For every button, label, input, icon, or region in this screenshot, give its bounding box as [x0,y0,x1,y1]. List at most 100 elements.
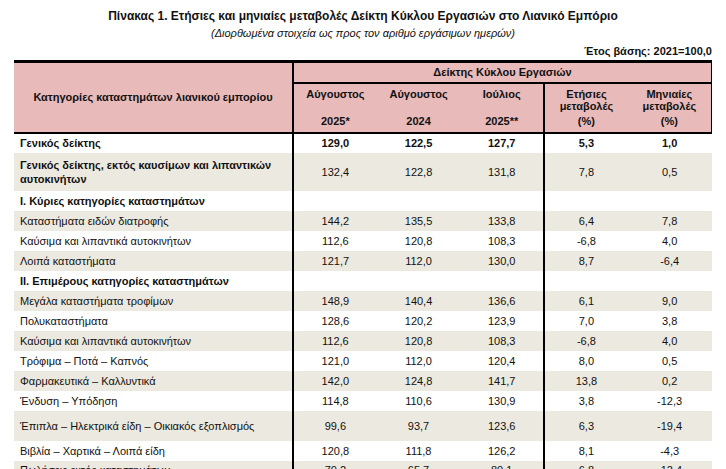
row-value: 0,2 [628,371,712,391]
row-value: 111,8 [377,441,461,461]
row-value: 140,4 [377,291,461,311]
row-value: 124,8 [377,371,461,391]
row-value [460,191,544,211]
row-value: 148,9 [293,291,377,311]
row-value: 130,0 [460,251,544,271]
table-row: Πολυκαταστήματα128,6120,2123,97,03,8 [14,311,712,331]
row-value: 8,0 [544,351,628,371]
column-header-july-2025: Ιούλιος 2025** [460,83,544,133]
row-value: 120,8 [293,441,377,461]
column-header-line2: 2025** [462,115,541,127]
section-row: ΙΙ. Επιμέρους κατηγορίες καταστημάτων [14,271,712,291]
table-row: Ένδυση – Υπόδηση114,8110,6130,93,8-12,3 [14,391,712,411]
row-value [293,271,377,291]
row-label: Ένδυση – Υπόδηση [14,391,293,411]
table-row: Πωλήσεις εκτός καταστημάτων70,265,780,16… [14,461,712,469]
column-header-line1: Αύγουστος [379,88,459,101]
column-header-line2: (%) [547,115,626,127]
page-subtitle: (Διορθωμένα στοιχεία ως προς τον αριθμό … [0,23,726,39]
row-value: 122,8 [377,153,461,192]
row-value: 8,1 [544,441,628,461]
row-value: -4,3 [628,441,712,461]
table-row: Μεγάλα καταστήματα τροφίμων148,9140,4136… [14,291,712,311]
row-value: 0,5 [628,153,712,192]
row-value [544,271,628,291]
table-row: Καύσιμα και λιπαντικά αυτοκινήτων112,612… [14,231,712,251]
row-value: 0,5 [628,351,712,371]
row-value: -6,8 [544,331,628,351]
table-row: Φαρμακευτικά – Καλλυντικά142,0124,8141,7… [14,371,712,391]
row-value: 99,6 [293,411,377,441]
row-value: 114,8 [293,391,377,411]
row-value [293,191,377,211]
row-value: 121,7 [293,251,377,271]
row-label: Ι. Κύριες κατηγορίες καταστημάτων [14,191,293,211]
row-value: 108,3 [460,331,544,351]
row-value: 136,6 [460,291,544,311]
column-header-line1: Μηνιαίες μεταβολές [630,88,709,113]
table-row: Τρόφιμα – Ποτά – Καπνός121,0112,0120,48,… [14,351,712,371]
row-value: 93,7 [377,411,461,441]
row-value: 5,3 [544,133,628,153]
row-value: 112,0 [377,351,461,371]
row-value: 65,7 [377,461,461,469]
row-value: -12,3 [628,391,712,411]
row-value: 3,8 [628,311,712,331]
row-value: 128,6 [293,311,377,331]
row-value: 112,6 [293,231,377,251]
row-value: 129,0 [293,133,377,153]
column-header-line1: Ετήσιες μεταβολές [547,88,626,113]
column-header-line2: 2025* [296,115,375,127]
row-value [628,191,712,211]
row-value: 126,2 [460,441,544,461]
row-value: 133,8 [460,211,544,231]
row-value: 120,8 [377,331,461,351]
row-value [460,271,544,291]
row-value: 70,2 [293,461,377,469]
row-value: 13,8 [544,371,628,391]
row-value: 120,8 [377,231,461,251]
row-value: 132,4 [293,153,377,192]
row-label: Λοιπά καταστήματα [14,251,293,271]
table-row: Καταστήματα ειδών διατροφής144,2135,5133… [14,211,712,231]
column-group-header: Δείκτης Κύκλου Εργασιών [293,62,712,83]
row-value [628,271,712,291]
table-row: Έπιπλα – Ηλεκτρικά είδη – Οικιακός εξοπλ… [14,411,712,441]
row-label: Γενικός δείκτης [14,133,293,153]
row-value: 112,6 [293,331,377,351]
row-label: Πολυκαταστήματα [14,311,293,331]
row-label: Καταστήματα ειδών διατροφής [14,211,293,231]
row-label: Έπιπλα – Ηλεκτρικά είδη – Οικιακός εξοπλ… [14,411,293,441]
column-header-categories: Κατηγορίες καταστημάτων λιανικού εμπορίο… [14,62,293,133]
page-title: Πίνακας 1. Ετήσιες και μηνιαίες μεταβολέ… [0,0,726,23]
row-value: 112,0 [377,251,461,271]
column-header-august-2025: Αύγουστος 2025* [293,83,377,133]
turnover-index-table: Κατηγορίες καταστημάτων λιανικού εμπορίο… [14,60,712,469]
row-value [377,271,461,291]
table-header: Κατηγορίες καταστημάτων λιανικού εμπορίο… [14,62,712,133]
row-value: -19,4 [628,411,712,441]
row-value: 4,0 [628,231,712,251]
row-value: 142,0 [293,371,377,391]
table-row: Γενικός δείκτης129,0122,5127,75,31,0 [14,133,712,153]
document-page: Πίνακας 1. Ετήσιες και μηνιαίες μεταβολέ… [0,0,726,469]
row-label: Πωλήσεις εκτός καταστημάτων [14,461,293,469]
column-header-annual-change: Ετήσιες μεταβολές (%) [544,83,628,133]
row-value: 144,2 [293,211,377,231]
row-value: 122,5 [377,133,461,153]
row-value: 123,6 [460,411,544,441]
row-value: 127,7 [460,133,544,153]
row-label: Φαρμακευτικά – Καλλυντικά [14,371,293,391]
row-value: 120,4 [460,351,544,371]
table-row: Γενικός δείκτης, εκτός καυσίμων και λιπα… [14,153,712,192]
row-value: 6,1 [544,291,628,311]
base-year-note: Έτος βάσης: 2021=100,0 [14,39,712,60]
row-label: Τρόφιμα – Ποτά – Καπνός [14,351,293,371]
row-label: Καύσιμα και λιπαντικά αυτοκινήτων [14,231,293,251]
row-value: 6,8 [544,461,628,469]
row-value: 130,9 [460,391,544,411]
row-value: 7,8 [544,153,628,192]
row-value: 131,8 [460,153,544,192]
header-row-group: Κατηγορίες καταστημάτων λιανικού εμπορίο… [14,62,712,83]
column-header-monthly-change: Μηνιαίες μεταβολές (%) [628,83,712,133]
